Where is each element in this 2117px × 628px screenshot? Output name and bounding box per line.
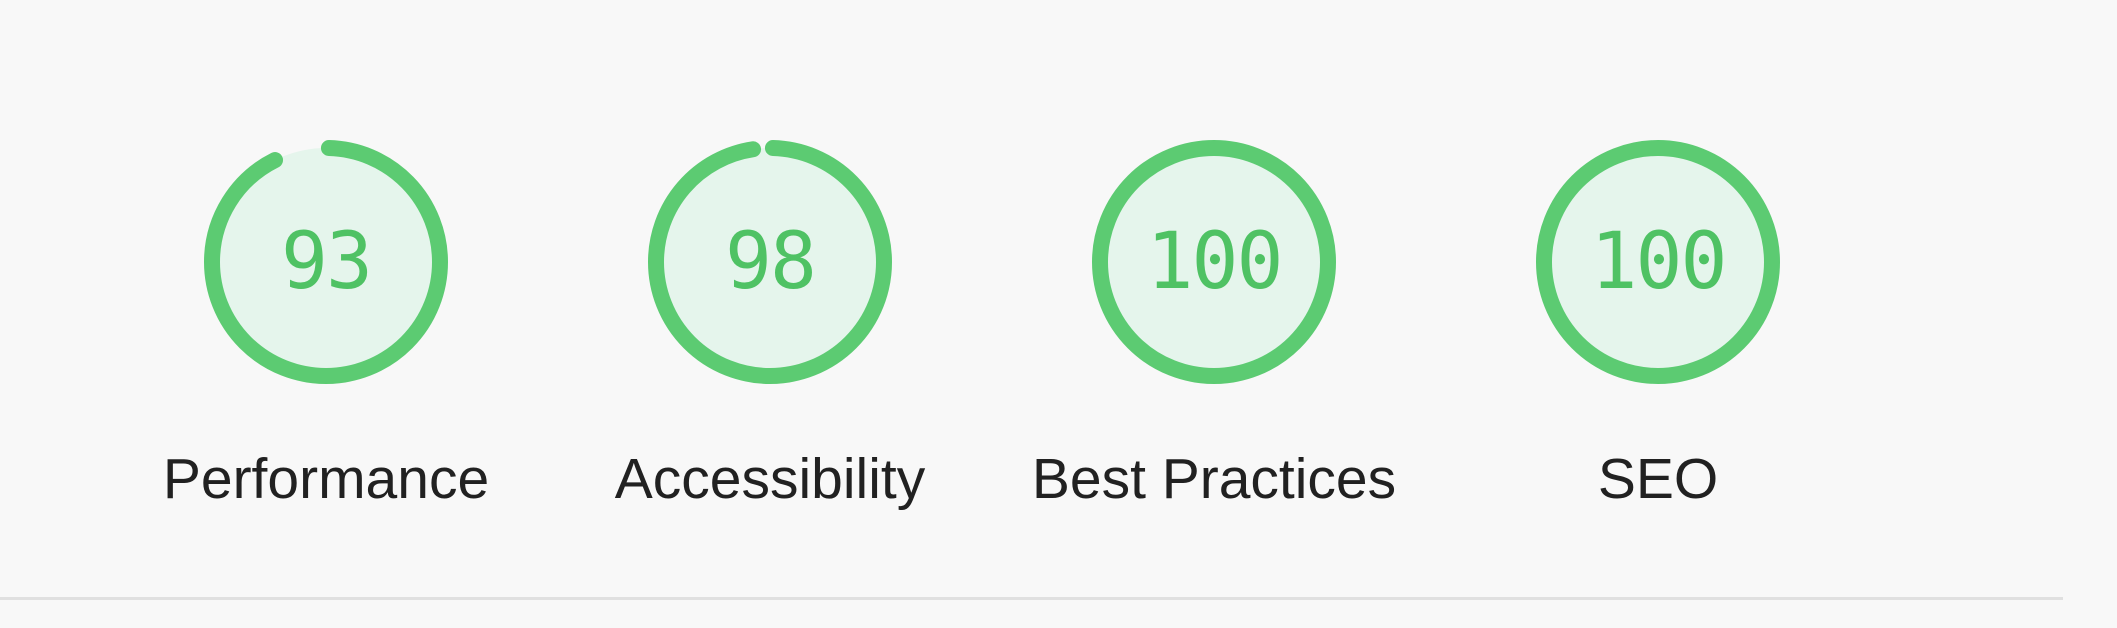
gauge-score: 100 <box>1146 217 1284 307</box>
gauge-ring <box>1092 140 1336 384</box>
gauge-progress-arc <box>204 140 448 384</box>
gauge-ring <box>648 140 892 384</box>
gauge-best-practices[interactable]: 100 <box>1092 140 1336 384</box>
gauge-accessibility[interactable]: 98 <box>648 140 892 384</box>
gauge-background <box>1100 148 1328 376</box>
gauge-label-accessibility[interactable]: Accessibility <box>614 447 926 511</box>
section-divider <box>0 597 2063 600</box>
gauge-progress-arc <box>648 140 892 384</box>
gauge-score: 93 <box>281 217 373 307</box>
gauge-label-performance[interactable]: Performance <box>162 447 490 511</box>
gauge-score: 98 <box>725 217 817 307</box>
gauge-score: 100 <box>1590 217 1728 307</box>
gauge-label-seo[interactable]: SEO <box>1597 447 1719 511</box>
gauge-label-best-practices[interactable]: Best Practices <box>1031 447 1397 511</box>
gauge-background <box>656 148 884 376</box>
gauge-ring <box>1536 140 1780 384</box>
gauge-ring <box>204 140 448 384</box>
gauge-progress-arc <box>1092 140 1336 384</box>
gauge-performance[interactable]: 93 <box>204 140 448 384</box>
gauge-seo[interactable]: 100 <box>1536 140 1780 384</box>
gauge-background <box>1544 148 1772 376</box>
gauge-background <box>212 148 440 376</box>
gauge-progress-arc <box>1536 140 1780 384</box>
